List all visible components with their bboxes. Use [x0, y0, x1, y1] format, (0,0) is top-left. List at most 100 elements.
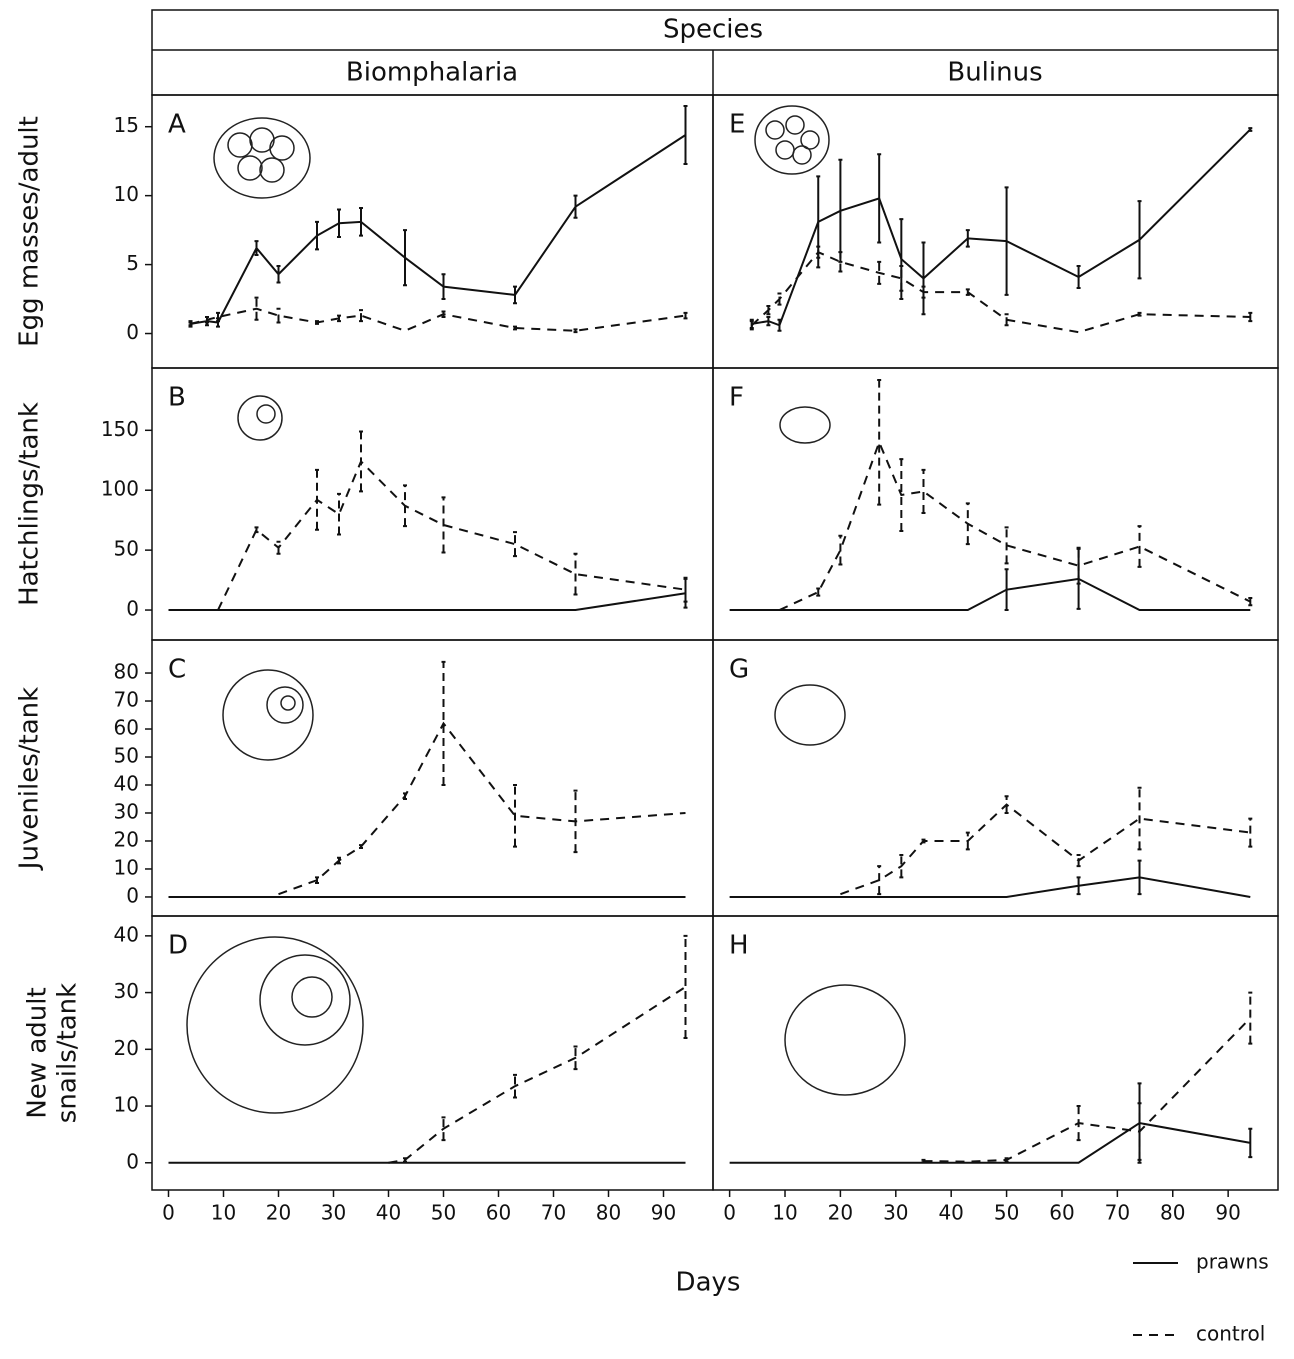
error-bar	[877, 260, 882, 285]
y-tick-label: 5	[126, 251, 139, 275]
panel-frame	[712, 639, 1279, 917]
error-bar	[838, 251, 843, 273]
error-bar	[1137, 1082, 1142, 1164]
error-bar	[276, 264, 281, 284]
error-bar	[1004, 526, 1009, 565]
y-axis-label: Egg masses/adult	[15, 116, 45, 347]
error-bar	[1248, 127, 1253, 132]
y-tick-label: 0	[126, 883, 139, 907]
error-bar	[921, 1158, 926, 1164]
y-tick-label: 30	[114, 799, 139, 823]
error-bar	[254, 526, 259, 534]
error-bar	[1137, 525, 1142, 568]
x-tick-label: 30	[321, 1201, 346, 1225]
panel-letter: B	[168, 383, 186, 413]
error-bar	[573, 1045, 578, 1071]
panel-frame	[151, 639, 714, 917]
x-tick-label: 90	[651, 1201, 676, 1225]
error-bar	[921, 838, 926, 844]
error-bar	[777, 292, 782, 306]
series-line	[168, 592, 686, 612]
error-bar	[441, 273, 446, 301]
series-line	[729, 876, 1251, 898]
illustration	[186, 105, 906, 1114]
y-tick-label: 40	[114, 771, 139, 795]
x-tick-label: 60	[486, 1201, 511, 1225]
panel-frame	[151, 94, 714, 369]
error-bar	[1004, 186, 1009, 296]
error-bar	[315, 468, 319, 531]
error-bar	[205, 315, 209, 324]
error-bar	[1248, 817, 1253, 848]
panel-letter: A	[168, 110, 186, 140]
panel-letter: E	[729, 110, 745, 140]
y-tick-label: 50	[114, 537, 139, 561]
y-axis-label: Hatchlings/tank	[15, 402, 45, 606]
error-bar	[816, 245, 821, 259]
x-tick-label: 70	[541, 1201, 566, 1225]
y-tick-label: 80	[114, 660, 139, 684]
error-bar	[254, 296, 259, 321]
error-bar	[838, 158, 843, 263]
series-line	[388, 986, 687, 1164]
error-bar	[1004, 568, 1009, 612]
x-tick-label: 70	[1105, 1201, 1130, 1225]
error-bar	[1248, 991, 1253, 1045]
error-bar	[921, 285, 926, 299]
error-bar	[403, 229, 407, 287]
error-bar	[441, 496, 446, 554]
error-bar	[766, 304, 771, 316]
error-bar	[403, 792, 407, 800]
series-line	[217, 459, 686, 611]
error-bar	[1248, 1127, 1253, 1159]
panel-frame	[712, 915, 1279, 1191]
error-bar	[573, 789, 578, 854]
error-bar	[1137, 200, 1142, 280]
y-tick-label: 15	[114, 113, 139, 137]
y-tick-label: 10	[114, 1093, 139, 1117]
error-bar	[441, 660, 446, 786]
error-bar	[337, 492, 341, 536]
x-tick-label: 80	[1160, 1201, 1185, 1225]
panel-frame	[151, 367, 714, 641]
x-tick-label: 40	[938, 1201, 963, 1225]
series-line	[840, 803, 1251, 896]
panel-frame	[151, 915, 714, 1191]
error-bar	[1248, 311, 1253, 323]
y-tick-label: 30	[114, 979, 139, 1003]
panel-frame	[712, 367, 1279, 641]
series-line	[779, 439, 1251, 611]
legend-label: control	[1196, 1322, 1265, 1346]
x-tick-label: 90	[1215, 1201, 1240, 1225]
y-axis-label: snails/tank	[53, 983, 83, 1123]
panel-frame	[712, 94, 1279, 369]
error-bar	[1076, 546, 1081, 585]
error-bar	[276, 540, 281, 555]
panel-letter: G	[729, 655, 749, 685]
x-tick-label: 10	[211, 1201, 236, 1225]
y-tick-label: 0	[126, 597, 139, 621]
error-bar	[188, 321, 193, 327]
error-bar	[216, 311, 220, 323]
series-line	[751, 128, 1252, 327]
error-bar	[1076, 1105, 1081, 1142]
error-bar	[921, 241, 926, 316]
error-bar	[877, 378, 882, 506]
x-tick-label: 60	[1049, 1201, 1074, 1225]
x-tick-label: 20	[828, 1201, 853, 1225]
error-bar	[1137, 1102, 1142, 1161]
x-tick-label: 30	[883, 1201, 908, 1225]
error-bar	[1248, 597, 1253, 607]
error-bar	[513, 325, 517, 331]
error-bar	[1137, 859, 1142, 896]
error-bar	[337, 314, 341, 323]
y-tick-label: 20	[114, 827, 139, 851]
y-tick-label: 20	[114, 1036, 139, 1060]
error-bar	[766, 315, 771, 327]
error-bar	[816, 587, 821, 597]
error-bar	[921, 468, 926, 514]
error-bar	[683, 105, 688, 165]
y-tick-label: 40	[114, 922, 139, 946]
series-line	[729, 577, 1251, 612]
error-bar	[1137, 786, 1142, 851]
